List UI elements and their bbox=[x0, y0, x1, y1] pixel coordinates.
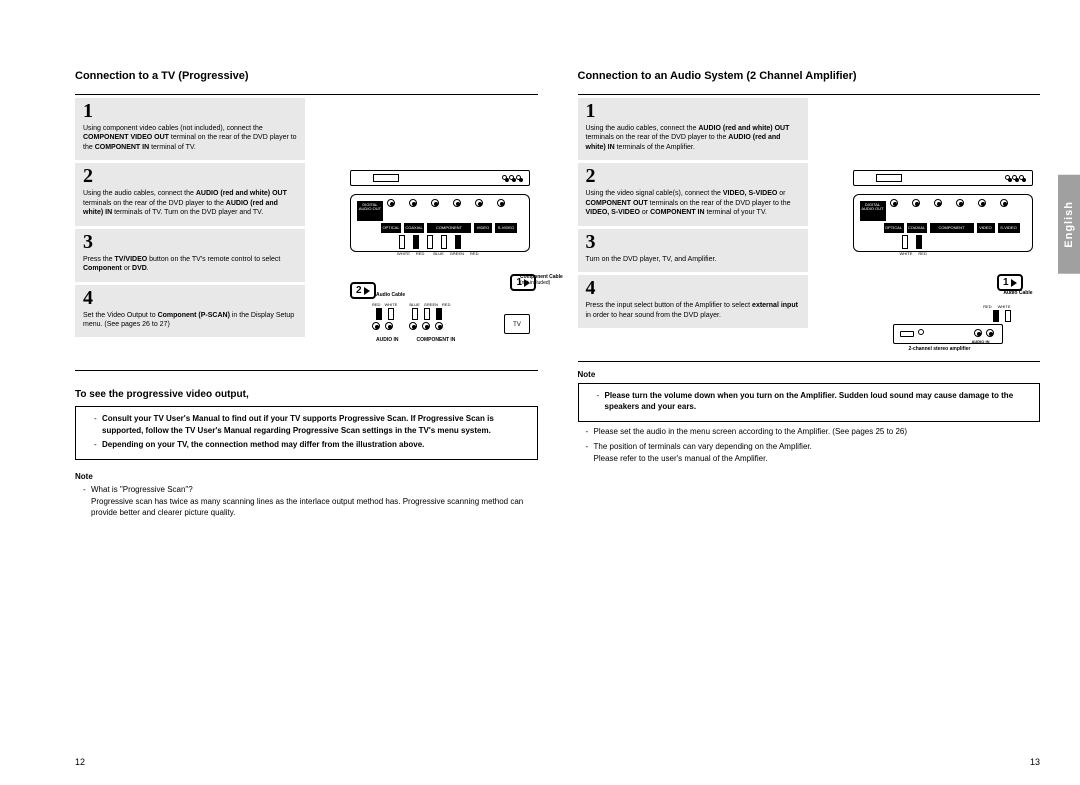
step-text: Using the video signal cable(s), connect… bbox=[586, 189, 800, 217]
right-title: Connection to an Audio System (2 Channel… bbox=[578, 70, 1041, 82]
step-text: Press the input select button of the Amp… bbox=[586, 301, 800, 320]
left-title: Connection to a TV (Progressive) bbox=[75, 70, 538, 82]
right-diagram: DIGITALAUDIO OUT OPTICAL COAXIAL COMPONE… bbox=[838, 170, 1048, 252]
left-warn-box: Consult your TV User's Manual to find ou… bbox=[75, 406, 538, 460]
step-1: 1 Using the audio cables, connect the AU… bbox=[578, 98, 808, 160]
right-pagenum: 13 bbox=[1030, 757, 1040, 767]
step-2: 2 Using the audio cables, connect the AU… bbox=[75, 163, 305, 225]
step-text: Using component video cables (not includ… bbox=[83, 124, 297, 152]
left-diagram: DIGITALAUDIO OUT OPTICAL COAXIAL COMPONE… bbox=[335, 170, 545, 252]
rule bbox=[75, 370, 538, 371]
left-pagenum: 12 bbox=[75, 757, 85, 767]
left-steps: 1 Using component video cables (not incl… bbox=[75, 98, 305, 340]
left-subheading: To see the progressive video output, bbox=[75, 381, 538, 400]
step-text: Turn on the DVD player, TV, and Amplifie… bbox=[586, 255, 800, 264]
rule bbox=[75, 94, 538, 95]
step-4: 4 Set the Video Output to Component (P-S… bbox=[75, 285, 305, 338]
left-note-body: What is "Progressive Scan"? Progressive … bbox=[75, 484, 538, 519]
right-tail: Please set the audio in the menu screen … bbox=[578, 426, 1041, 464]
step-3: 3 Press the TV/VIDEO button on the TV's … bbox=[75, 229, 305, 282]
box-line: Please turn the volume down when you tur… bbox=[597, 390, 1030, 412]
callout-1: 1 bbox=[997, 274, 1023, 291]
step-4: 4 Press the input select button of the A… bbox=[578, 275, 808, 328]
language-tab: English bbox=[1058, 175, 1080, 274]
right-warn-box: Please turn the volume down when you tur… bbox=[578, 383, 1041, 422]
step-text: Using the audio cables, connect the AUDI… bbox=[83, 189, 297, 217]
left-page: Connection to a TV (Progressive) 1 Using… bbox=[75, 70, 538, 745]
step-text: Press the TV/VIDEO button on the TV's re… bbox=[83, 255, 297, 274]
step-text: Set the Video Output to Component (P-SCA… bbox=[83, 311, 297, 330]
step-2: 2 Using the video signal cable(s), conne… bbox=[578, 163, 808, 225]
left-note-h: Note bbox=[75, 472, 538, 481]
step-3: 3 Turn on the DVD player, TV, and Amplif… bbox=[578, 229, 808, 272]
right-note-h: Note bbox=[578, 370, 1041, 379]
rule bbox=[578, 361, 1041, 362]
step-1: 1 Using component video cables (not incl… bbox=[75, 98, 305, 160]
right-steps: 1 Using the audio cables, connect the AU… bbox=[578, 98, 808, 331]
step-text: Using the audio cables, connect the AUDI… bbox=[586, 124, 800, 152]
box-line: Consult your TV User's Manual to find ou… bbox=[94, 413, 527, 435]
box-line: Depending on your TV, the connection met… bbox=[94, 439, 527, 450]
rule bbox=[578, 94, 1041, 95]
callout-2: 2 bbox=[350, 282, 376, 299]
right-page: English Connection to an Audio System (2… bbox=[578, 70, 1041, 745]
